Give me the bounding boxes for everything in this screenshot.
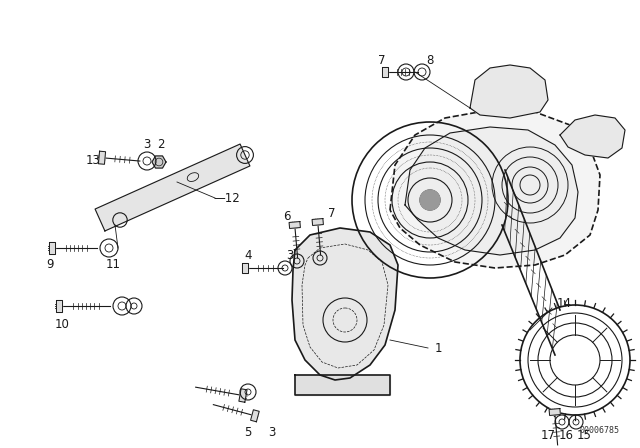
Text: 6: 6 [284, 210, 291, 223]
Polygon shape [242, 263, 248, 273]
Text: 2: 2 [157, 138, 164, 151]
Polygon shape [56, 300, 62, 312]
Polygon shape [549, 409, 561, 415]
Polygon shape [152, 156, 166, 168]
Text: 7: 7 [328, 207, 336, 220]
Text: 00006785: 00006785 [580, 426, 620, 435]
Polygon shape [292, 228, 398, 380]
Polygon shape [295, 375, 390, 395]
Text: 7: 7 [378, 53, 386, 66]
Text: 10: 10 [54, 318, 69, 331]
Text: 5: 5 [244, 426, 252, 439]
Polygon shape [405, 127, 578, 255]
Polygon shape [390, 110, 600, 268]
Text: 11: 11 [106, 258, 120, 271]
Polygon shape [289, 222, 300, 228]
Polygon shape [382, 67, 388, 78]
Text: 15: 15 [577, 428, 591, 441]
Text: 16: 16 [559, 428, 573, 441]
Text: 17: 17 [541, 428, 556, 441]
Text: —12: —12 [214, 191, 241, 204]
Text: 3: 3 [268, 426, 276, 439]
Text: 1: 1 [435, 341, 442, 354]
Polygon shape [470, 65, 548, 118]
Polygon shape [560, 115, 625, 158]
Text: 4: 4 [244, 249, 252, 262]
Text: 13: 13 [86, 154, 100, 167]
Text: 8: 8 [426, 53, 434, 66]
Polygon shape [99, 151, 106, 164]
Text: 3: 3 [143, 138, 150, 151]
Text: 14: 14 [557, 297, 572, 310]
Text: 3: 3 [286, 249, 294, 262]
Polygon shape [49, 242, 55, 254]
Circle shape [420, 190, 440, 210]
Text: 9: 9 [46, 258, 54, 271]
Polygon shape [239, 389, 247, 402]
Polygon shape [251, 410, 259, 422]
Polygon shape [95, 144, 250, 231]
Polygon shape [312, 219, 323, 225]
